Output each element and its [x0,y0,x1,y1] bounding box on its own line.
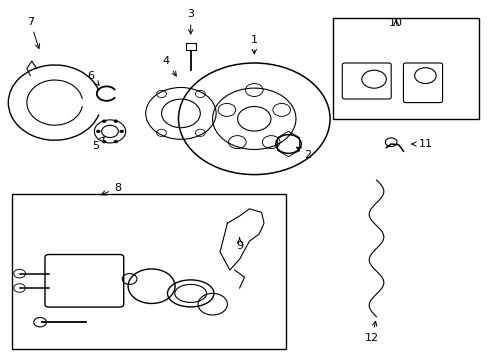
Text: 11: 11 [411,139,431,149]
Text: 4: 4 [163,56,176,76]
Text: 9: 9 [236,238,243,251]
Text: 2: 2 [296,147,311,160]
Text: 1: 1 [250,35,257,54]
Text: 7: 7 [27,17,40,49]
Circle shape [114,120,118,123]
Circle shape [120,130,123,133]
Text: 10: 10 [388,18,402,28]
Text: 5: 5 [92,137,104,151]
Circle shape [114,140,118,143]
Circle shape [102,120,106,123]
Text: 8: 8 [101,183,121,195]
Bar [185,43,195,50]
Circle shape [102,140,106,143]
Text: 6: 6 [87,71,99,85]
Circle shape [96,130,100,133]
Bar [332,18,478,119]
Text: 3: 3 [187,9,194,34]
Bar [12,194,285,349]
Text: 12: 12 [364,321,378,343]
